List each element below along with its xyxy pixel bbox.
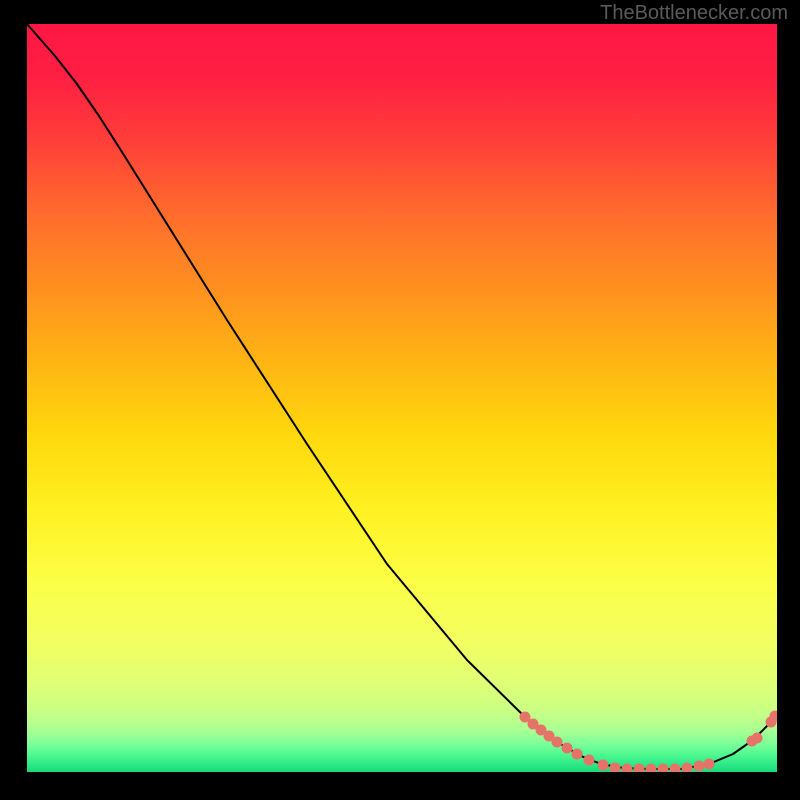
data-marker [572, 749, 583, 760]
data-marker [634, 764, 645, 773]
data-marker [598, 760, 609, 771]
data-marker [704, 759, 715, 770]
data-marker [694, 761, 705, 772]
data-marker [584, 755, 595, 766]
data-marker [682, 763, 693, 773]
data-marker [658, 764, 669, 773]
data-marker [562, 743, 573, 754]
watermark-text: TheBottlenecker.com [600, 2, 788, 25]
data-marker [622, 764, 633, 773]
data-marker [552, 737, 563, 748]
plot-area [27, 24, 777, 772]
data-marker [610, 763, 621, 773]
chart-overlay [27, 24, 777, 772]
data-marker [670, 764, 681, 773]
data-marker [646, 764, 657, 773]
bottleneck-curve [27, 24, 777, 769]
data-marker [752, 733, 763, 744]
data-markers [520, 711, 778, 773]
